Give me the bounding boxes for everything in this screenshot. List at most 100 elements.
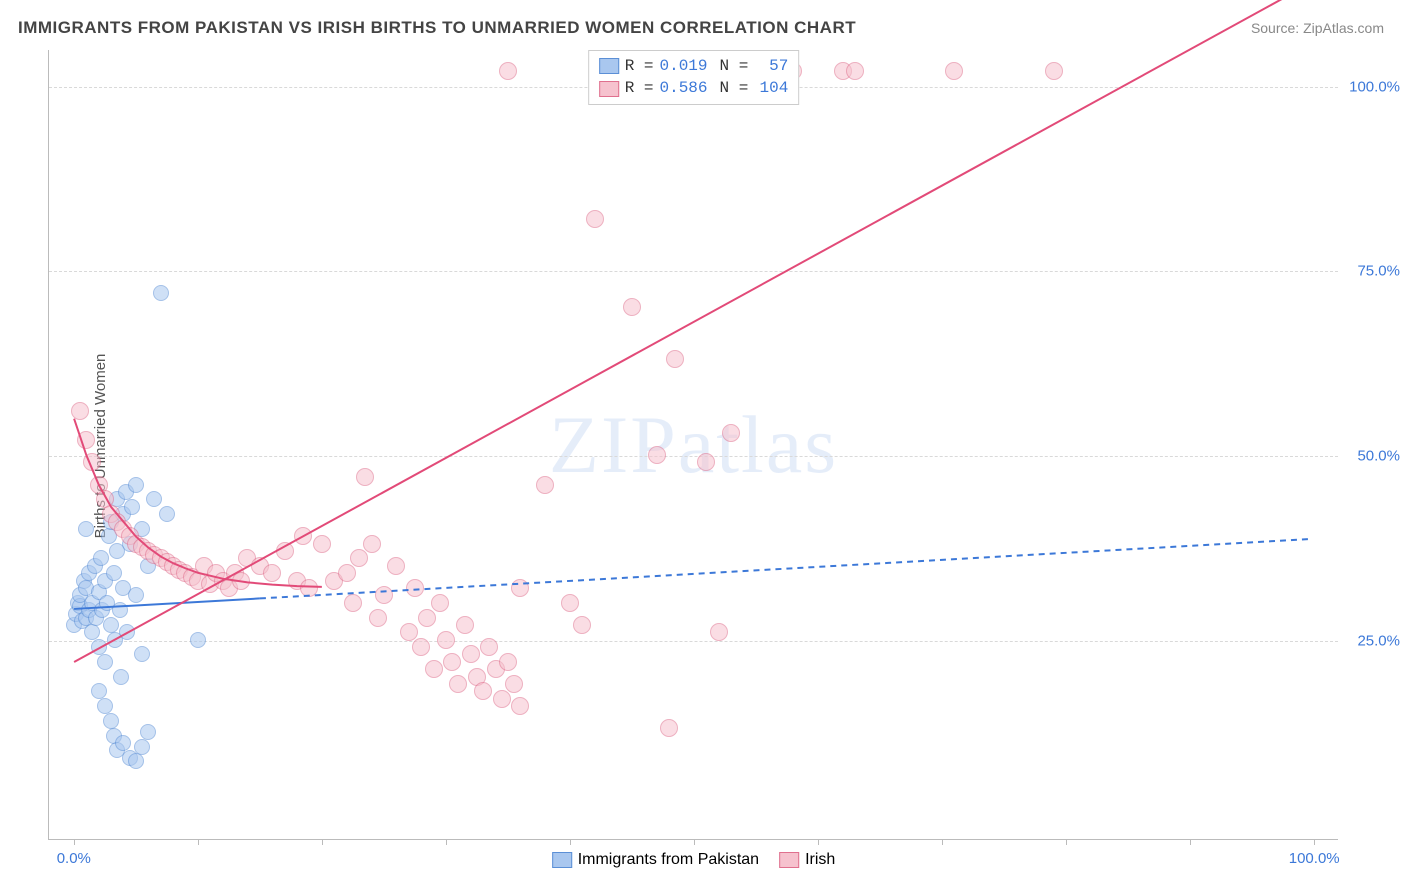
pakistan-n-value: 57 — [754, 55, 788, 77]
x-tick — [446, 839, 447, 845]
irish-point — [387, 557, 405, 575]
watermark-text: ZIPatlas — [549, 398, 838, 492]
pakistan-point — [128, 587, 144, 603]
pakistan-point — [153, 285, 169, 301]
irish-point — [1045, 62, 1063, 80]
irish-legend-label: Irish — [805, 851, 835, 868]
irish-point — [294, 527, 312, 545]
irish-point — [561, 594, 579, 612]
x-tick — [818, 839, 819, 845]
irish-point — [493, 690, 511, 708]
pakistan-point — [134, 646, 150, 662]
legend-stat-row-irish: R =0.586N =104 — [599, 77, 789, 99]
irish-point — [648, 446, 666, 464]
irish-point — [363, 535, 381, 553]
pakistan-point — [84, 624, 100, 640]
x-tick — [1066, 839, 1067, 845]
legend-stats: R =0.019N =57R =0.586N =104 — [588, 50, 800, 105]
source-name: ZipAtlas.com — [1303, 20, 1384, 36]
y-gridline — [49, 271, 1338, 272]
irish-point — [356, 468, 374, 486]
pakistan-point — [103, 617, 119, 633]
irish-point — [499, 62, 517, 80]
n-label: N = — [720, 55, 749, 77]
x-tick-label: 100.0% — [1289, 850, 1340, 867]
irish-point — [511, 579, 529, 597]
irish-point — [344, 594, 362, 612]
y-gridline — [49, 641, 1338, 642]
irish-point — [666, 350, 684, 368]
pakistan-point — [128, 477, 144, 493]
y-tick-label: 75.0% — [1357, 263, 1400, 280]
irish-point — [449, 675, 467, 693]
x-tick — [570, 839, 571, 845]
irish-point — [437, 631, 455, 649]
irish-point — [406, 579, 424, 597]
r-label: R = — [625, 77, 654, 99]
y-tick-label: 25.0% — [1357, 632, 1400, 649]
irish-point — [660, 719, 678, 737]
irish-swatch-icon — [599, 81, 619, 97]
pakistan-point — [119, 624, 135, 640]
x-tick — [694, 839, 695, 845]
irish-point — [536, 476, 554, 494]
irish-point — [77, 431, 95, 449]
irish-point — [456, 616, 474, 634]
pakistan-point — [146, 491, 162, 507]
trend-lines-layer — [49, 50, 1338, 839]
pakistan-point — [103, 713, 119, 729]
source-attribution: Source: ZipAtlas.com — [1251, 20, 1384, 36]
irish-point — [623, 298, 641, 316]
irish-point — [232, 572, 250, 590]
pakistan-point — [190, 632, 206, 648]
irish-point — [338, 564, 356, 582]
pakistan-point — [106, 565, 122, 581]
irish-point — [722, 424, 740, 442]
x-tick-label: 0.0% — [57, 850, 91, 867]
pakistan-r-value: 0.019 — [660, 55, 714, 77]
x-tick — [74, 839, 75, 845]
irish-point — [586, 210, 604, 228]
pakistan-point — [134, 739, 150, 755]
x-tick — [198, 839, 199, 845]
pakistan-point — [91, 639, 107, 655]
irish-point — [846, 62, 864, 80]
irish-point — [431, 594, 449, 612]
pakistan-point — [159, 506, 175, 522]
x-tick — [1314, 839, 1315, 845]
y-tick-label: 100.0% — [1349, 78, 1400, 95]
pakistan-point — [97, 698, 113, 714]
irish-point — [480, 638, 498, 656]
plot-area: ZIPatlas 25.0%50.0%75.0%100.0%0.0%100.0%… — [48, 50, 1338, 840]
pakistan-point — [128, 753, 144, 769]
irish-point — [462, 645, 480, 663]
pakistan-legend-label: Immigrants from Pakistan — [578, 851, 759, 868]
r-label: R = — [625, 55, 654, 77]
irish-point — [425, 660, 443, 678]
irish-r-value: 0.586 — [660, 77, 714, 99]
legend-stat-row-pakistan: R = 0.019 N =57 — [599, 55, 789, 77]
x-tick — [942, 839, 943, 845]
pakistan-point — [93, 550, 109, 566]
pakistan-point — [113, 669, 129, 685]
pakistan-swatch-icon — [599, 58, 619, 74]
irish-point — [511, 697, 529, 715]
irish-point — [369, 609, 387, 627]
pakistan-point — [91, 683, 107, 699]
irish-point — [474, 682, 492, 700]
x-tick — [1190, 839, 1191, 845]
irish-point — [276, 542, 294, 560]
source-prefix: Source: — [1251, 20, 1303, 36]
y-tick-label: 50.0% — [1357, 448, 1400, 465]
irish-point — [313, 535, 331, 553]
irish-point — [945, 62, 963, 80]
pakistan-point — [124, 499, 140, 515]
pakistan-point — [112, 602, 128, 618]
irish-point — [400, 623, 418, 641]
chart-container: IMMIGRANTS FROM PAKISTAN VS IRISH BIRTHS… — [0, 0, 1406, 892]
irish-point — [499, 653, 517, 671]
irish-point — [505, 675, 523, 693]
y-gridline — [49, 456, 1338, 457]
pakistan-point — [78, 521, 94, 537]
irish-point — [71, 402, 89, 420]
